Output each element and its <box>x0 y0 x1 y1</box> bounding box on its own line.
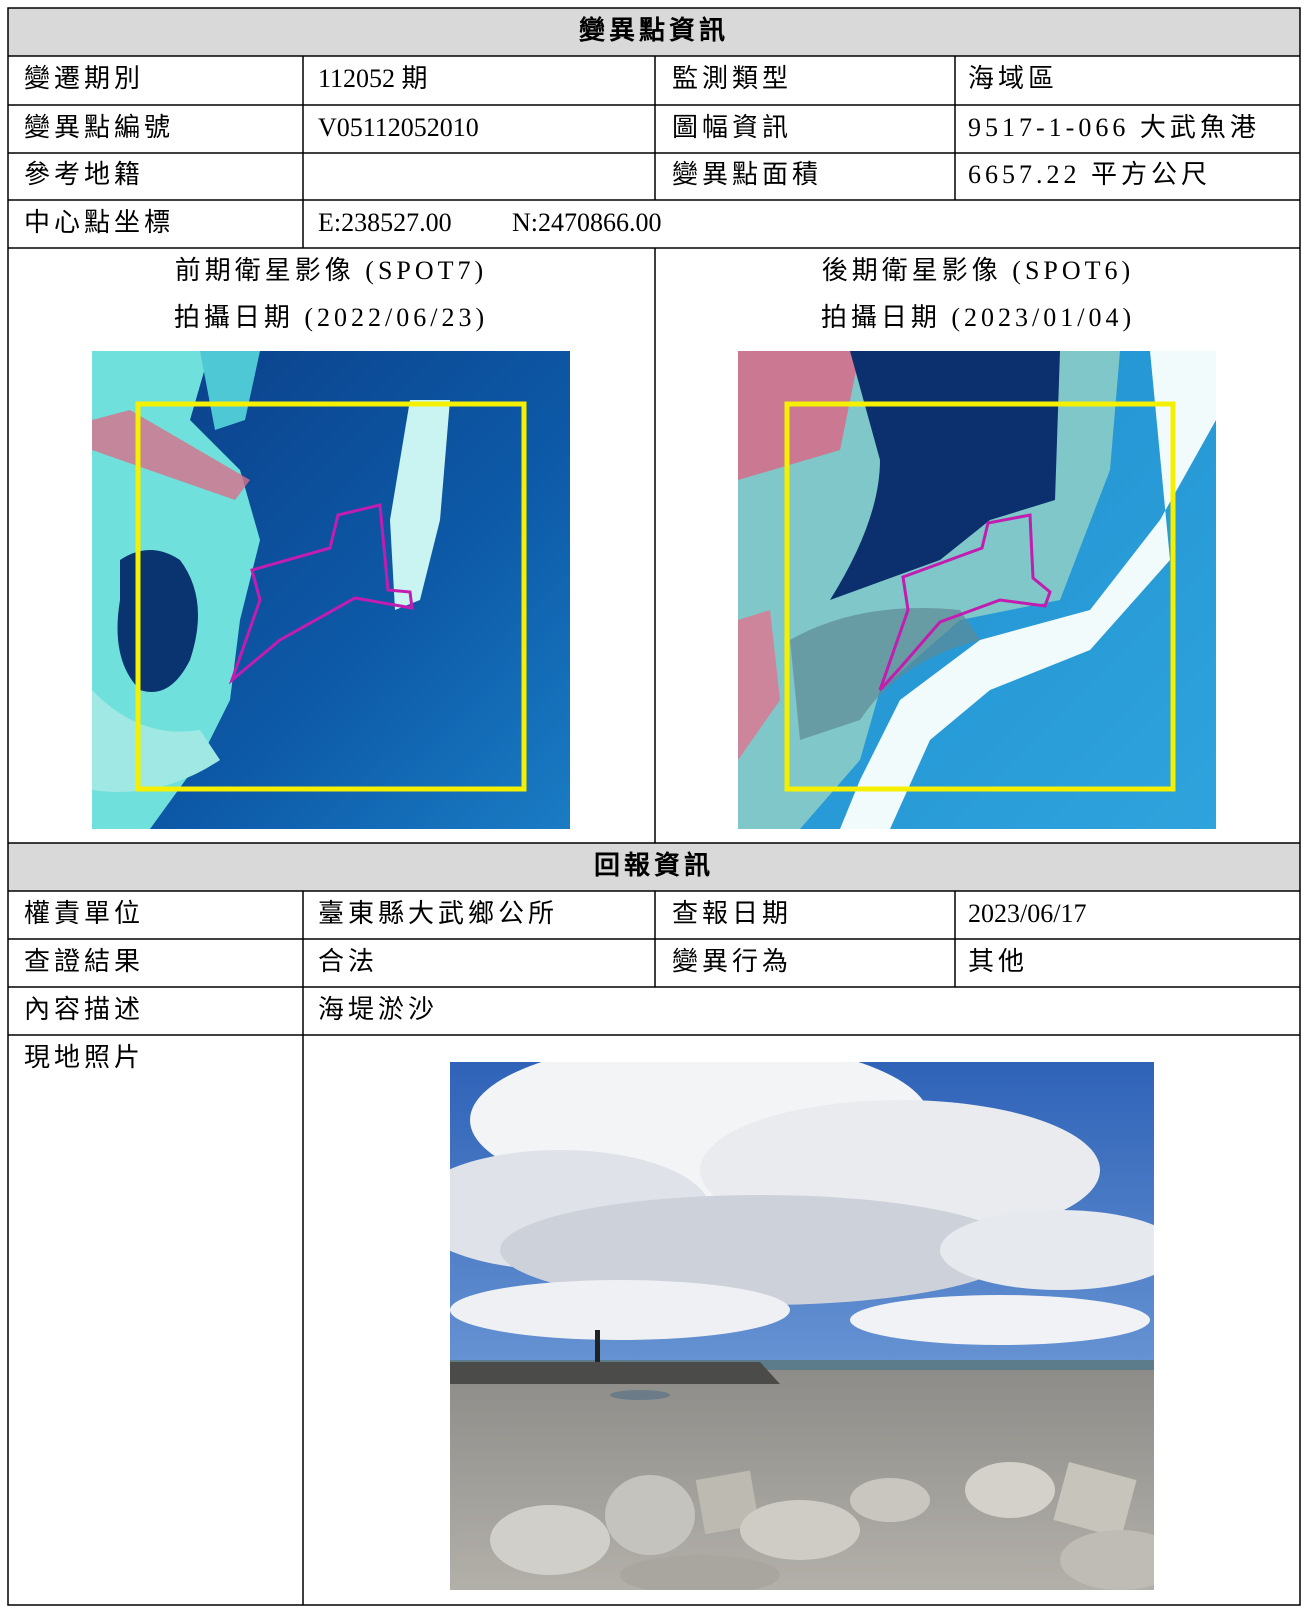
field-label: 中心點坐標 <box>24 208 174 237</box>
image-date: 拍攝日期 (2022/06/23) <box>174 303 488 332</box>
field-value: 海域區 <box>968 64 1058 93</box>
field-label: 查證結果 <box>24 947 144 976</box>
field-value: 9517-1-066 大武魚港 <box>968 113 1260 142</box>
image-caption: 前期衛星影像 (SPOT7) <box>175 256 487 285</box>
coordinate-n: N:2470866.00 <box>512 208 662 237</box>
field-label: 變異點編號 <box>24 113 174 142</box>
field-label: 變遷期別 <box>24 64 144 93</box>
field-label: 圖幅資訊 <box>672 113 792 142</box>
field-value: 2023/06/17 <box>968 899 1086 928</box>
image-date: 拍攝日期 (2023/01/04) <box>821 303 1135 332</box>
field-label: 監測類型 <box>672 64 792 93</box>
field-label: 參考地籍 <box>24 160 144 189</box>
field-value: 海堤淤沙 <box>318 995 438 1024</box>
section-title: 變異點資訊 <box>579 15 729 45</box>
field-value: 6657.22 平方公尺 <box>968 160 1211 189</box>
field-label: 權責單位 <box>24 899 144 928</box>
satellite-image-before <box>92 351 570 829</box>
field-label: 變異行為 <box>672 947 792 976</box>
field-value: 其他 <box>968 947 1028 976</box>
field-label: 內容描述 <box>24 995 144 1024</box>
header-bg <box>8 843 1300 891</box>
field-label: 查報日期 <box>672 899 792 928</box>
field-value: 臺東縣大武鄉公所 <box>318 899 558 928</box>
field-value: 合法 <box>318 947 378 976</box>
field-label: 現地照片 <box>24 1043 144 1072</box>
field-label: 變異點面積 <box>672 160 822 189</box>
coordinate-e: E:238527.00 <box>318 208 452 237</box>
field-value: 112052 期 <box>318 64 428 93</box>
image-caption: 後期衛星影像 (SPOT6) <box>822 256 1134 285</box>
table-lines <box>7 7 1301 1606</box>
satellite-image-after <box>738 351 1216 829</box>
header-bg <box>8 8 1300 56</box>
site-photo <box>450 1062 1154 1590</box>
field-value: V05112052010 <box>318 113 479 142</box>
section-title: 回報資訊 <box>594 850 714 880</box>
